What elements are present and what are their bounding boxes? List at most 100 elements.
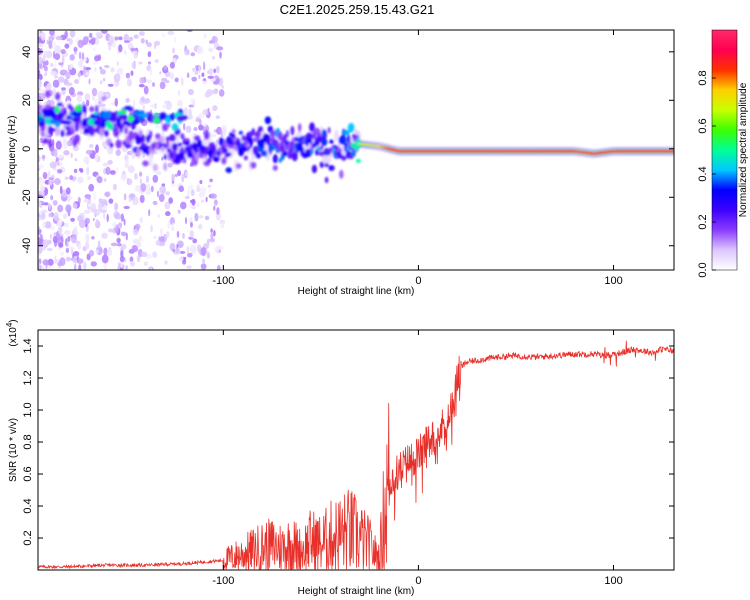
heatmap-noise-blob (40, 32, 46, 41)
heatmap-noise-blob (209, 178, 213, 183)
heatmap-noise-blob (124, 257, 127, 263)
heatmap-secondary-blob (73, 116, 79, 123)
heatmap-ridge-core (324, 176, 329, 184)
heatmap-secondary-blob (124, 105, 132, 111)
heatmap-ridge-core (246, 145, 251, 151)
heatmap-noise-blob (38, 138, 41, 144)
heatmap-noise-blob (82, 36, 89, 45)
heatmap-ridge-core (306, 138, 313, 144)
heatmap-noise-blob (50, 98, 55, 108)
heatmap-noise-blob (202, 109, 209, 116)
heatmap-noise-blob (64, 176, 69, 180)
heatmap-noise-blob (139, 194, 145, 204)
heatmap-noise-blob (81, 52, 85, 61)
heatmap-ridge-core (74, 134, 80, 144)
heatmap-noise-blob (116, 242, 122, 247)
heatmap-noise-blob (198, 112, 205, 119)
heatmap-noise-blob (89, 32, 93, 39)
y-tick-label: 1.0 (22, 402, 34, 417)
heatmap-ridge-halo (148, 154, 153, 167)
heatmap-noise-blob (191, 76, 197, 82)
heatmap-ridge-core (347, 122, 355, 133)
heatmap-noise-blob (87, 176, 91, 181)
snr-y-axis-label: SNR (10 * v/v) (8, 418, 19, 482)
heatmap-noise-blob (69, 30, 76, 38)
heatmap-noise-blob (157, 213, 160, 219)
x-tick-label: -100 (212, 275, 234, 287)
heatmap-noise-blob (44, 72, 48, 76)
heatmap-ridge-core (172, 142, 178, 152)
heatmap-noise-blob (206, 89, 213, 97)
heatmap-noise-blob (67, 236, 71, 242)
heatmap-noise-blob (48, 203, 51, 211)
heatmap-noise-blob (179, 255, 184, 262)
heatmap-secondary-blob (146, 114, 152, 122)
heatmap-noise-blob (59, 185, 63, 195)
heatmap-noise-blob (126, 178, 133, 186)
heatmap-noise-blob (146, 79, 153, 84)
heatmap-ridge-core (341, 135, 347, 146)
heatmap-noise-blob (206, 240, 210, 249)
heatmap-secondary-blob (118, 114, 126, 120)
heatmap-noise-blob (38, 79, 42, 88)
heatmap-noise-blob (181, 173, 185, 183)
heatmap-noise-blob (39, 88, 45, 94)
heatmap-noise-blob (190, 52, 196, 57)
heatmap-noise-blob (132, 201, 136, 206)
y-tick-label: -40 (21, 238, 33, 254)
heatmap-noise-blob (205, 196, 208, 203)
heatmap-noise-blob (186, 245, 190, 254)
snr-x-axis-label: Height of straight line (km) (298, 586, 415, 597)
heatmap-noise-blob (211, 133, 216, 137)
heatmap-noise-blob (212, 80, 220, 85)
heatmap-ridge-core (347, 134, 351, 144)
heatmap-noise-blob (219, 51, 222, 59)
heatmap-noise-blob (45, 60, 49, 66)
heatmap-noise-blob (130, 47, 137, 52)
heatmap-noise-blob (54, 61, 57, 70)
heatmap-noise-blob (108, 45, 112, 51)
heatmap-noise-blob (131, 244, 138, 252)
heatmap-noise-blob (212, 105, 218, 112)
heatmap-noise-blob (179, 250, 186, 254)
heatmap-ridge-halo (62, 137, 68, 150)
heatmap-noise-blob (85, 72, 90, 76)
heatmap-noise-blob (170, 182, 176, 187)
heatmap-ridge-core (138, 129, 143, 138)
heatmap-noise-blob (158, 194, 165, 202)
heatmap-noise-blob (66, 85, 69, 92)
heatmap-noise-blob (191, 198, 196, 206)
heatmap-secondary-blob (90, 114, 97, 120)
heatmap-noise-blob (155, 125, 161, 129)
heatmap-noise-blob (65, 247, 70, 253)
heatmap-noise-blob (160, 227, 163, 236)
heatmap-noise-blob (87, 203, 93, 208)
heatmap-noise-blob (197, 244, 202, 253)
heatmap-noise-blob (94, 55, 100, 62)
heatmap-noise-blob (171, 173, 175, 182)
heatmap-noise-blob (74, 158, 78, 162)
heatmap-noise-blob (78, 60, 83, 68)
heatmap-noise-blob (112, 183, 117, 191)
heatmap-noise-blob (69, 246, 75, 251)
heatmap-noise-blob (133, 34, 139, 39)
heatmap-ridge-core (204, 130, 210, 140)
heatmap-ridge-core (342, 129, 350, 136)
heatmap-noise-blob (88, 78, 91, 85)
heatmap-noise-blob (101, 30, 108, 34)
heatmap-noise-blob (107, 146, 114, 155)
heatmap-noise-blob (50, 195, 54, 201)
heatmap-secondary-blob (38, 116, 44, 123)
heatmap-noise-blob (55, 140, 62, 150)
heatmap-ridge-core (290, 125, 295, 136)
heatmap-noise-blob (57, 154, 65, 159)
heatmap-noise-blob (99, 209, 107, 213)
heatmap-ridge-core (283, 133, 287, 143)
heatmap-noise-blob (139, 77, 145, 84)
heatmap-ridge-core (124, 126, 129, 135)
heatmap-noise-blob (169, 72, 175, 80)
heatmap-noise-blob (213, 68, 216, 74)
heatmap-noise-blob (127, 165, 135, 173)
heatmap-noise-blob (174, 173, 178, 177)
heatmap-ridge-core (91, 128, 98, 133)
